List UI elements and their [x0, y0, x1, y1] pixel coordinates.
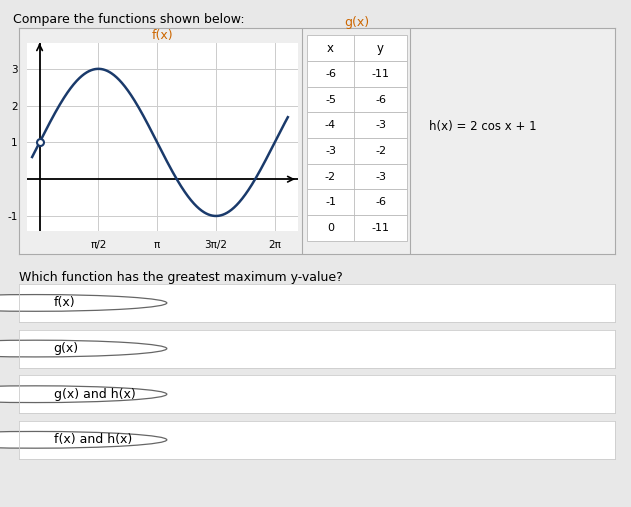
Text: g(x) and h(x): g(x) and h(x): [54, 388, 135, 401]
Bar: [307, 113, 407, 138]
Text: -6: -6: [375, 197, 386, 207]
Text: -11: -11: [372, 223, 389, 233]
Text: -5: -5: [325, 95, 336, 104]
Text: f(x) and h(x): f(x) and h(x): [54, 433, 132, 446]
Bar: [307, 61, 407, 87]
Text: -2: -2: [375, 146, 386, 156]
Circle shape: [0, 431, 167, 448]
Circle shape: [0, 295, 167, 311]
Text: g(x): g(x): [54, 342, 79, 355]
Text: -1: -1: [325, 197, 336, 207]
Text: h(x) = 2 cos x + 1: h(x) = 2 cos x + 1: [429, 120, 537, 133]
Text: Compare the functions shown below:: Compare the functions shown below:: [13, 13, 244, 26]
Circle shape: [0, 386, 167, 403]
Title: f(x): f(x): [151, 29, 173, 42]
Bar: [307, 35, 407, 61]
Text: -2: -2: [325, 172, 336, 182]
Text: 0: 0: [327, 223, 334, 233]
Bar: [307, 164, 407, 190]
Text: x: x: [327, 42, 334, 55]
Text: -6: -6: [375, 95, 386, 104]
Text: -3: -3: [375, 172, 386, 182]
Text: -4: -4: [325, 120, 336, 130]
Bar: [307, 138, 407, 164]
Text: -6: -6: [325, 69, 336, 79]
Text: -3: -3: [375, 120, 386, 130]
Text: y: y: [377, 42, 384, 55]
Bar: [307, 87, 407, 113]
Text: Which function has the greatest maximum y-value?: Which function has the greatest maximum …: [19, 271, 343, 284]
Text: g(x): g(x): [345, 16, 370, 29]
Bar: [307, 215, 407, 241]
Bar: [307, 190, 407, 215]
Text: -3: -3: [325, 146, 336, 156]
Text: -11: -11: [372, 69, 389, 79]
Circle shape: [0, 340, 167, 357]
Text: f(x): f(x): [54, 297, 75, 309]
